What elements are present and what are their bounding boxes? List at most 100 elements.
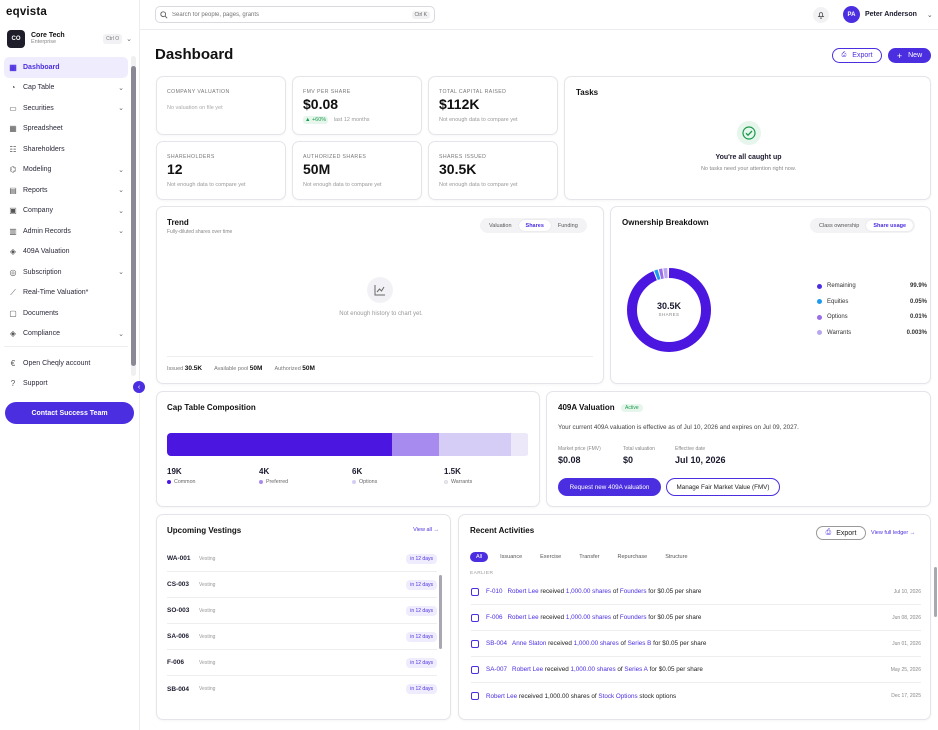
org-switcher[interactable]: CO Core Tech Enterprise Ctrl O ⌄	[4, 28, 136, 50]
user-menu[interactable]: PA Peter Anderson ⌄	[843, 6, 933, 23]
class-link[interactable]: Founders	[619, 588, 647, 595]
shares-link[interactable]: 1,000.00 shares	[570, 666, 616, 673]
sidebar-item-real-time-valuation[interactable]: ⟋ Real-Time Valuation*	[4, 283, 128, 304]
class-link[interactable]: Series B	[627, 640, 652, 647]
table-row[interactable]: F-006 Vesting in 12 days	[167, 650, 437, 676]
sidebar-item-subscription[interactable]: ◎ Subscription ⌄	[4, 262, 128, 283]
tab-valuation[interactable]: Valuation	[489, 222, 512, 229]
filter-repurchase[interactable]: Repurchase	[617, 554, 648, 560]
sidebar-scrollbar[interactable]	[131, 56, 136, 376]
search-input[interactable]	[172, 11, 412, 18]
vesting-id: WA-001	[167, 555, 191, 562]
activities-title: Recent Activities	[470, 526, 535, 535]
sidebar-item-dashboard[interactable]: ▦ Dashboard	[4, 57, 128, 78]
app-logo[interactable]: eqvista	[6, 6, 48, 18]
shares-link[interactable]: 1,000.00 shares	[565, 614, 612, 621]
class-link[interactable]: Series A	[624, 666, 648, 673]
notifications-button[interactable]	[813, 7, 829, 23]
list-item[interactable]: F-010 Robert Lee received 1,000.00 shares…	[471, 579, 921, 605]
sidebar: eqvista CO Core Tech Enterprise Ctrl O ⌄ …	[0, 0, 145, 730]
cap-name: Preferred	[266, 479, 289, 485]
class-link[interactable]: Stock Options	[598, 692, 638, 700]
cap-bar-segment[interactable]	[439, 433, 511, 456]
certificate-link[interactable]: SA-007	[486, 666, 508, 673]
certificate-link[interactable]: F-010	[486, 588, 503, 595]
person-link[interactable]: Robert Lee	[512, 666, 544, 673]
sidebar-item-documents[interactable]: ▢ Documents	[4, 303, 128, 324]
sidebar-item-modeling[interactable]: ⌬ Modeling ⌄	[4, 160, 128, 181]
ledger-entry-icon	[471, 613, 479, 622]
export-button[interactable]: ⎙ Export	[832, 48, 882, 63]
chevron-down-icon: ⌄	[118, 84, 124, 92]
sidebar-item-compliance[interactable]: ◈ Compliance ⌄	[4, 324, 128, 345]
class-link[interactable]: Founders	[619, 614, 647, 621]
kpi-label: Shareholders	[167, 154, 215, 160]
table-row[interactable]: SA-006 Vesting in 12 days	[167, 624, 437, 650]
cap-bar-segment[interactable]	[167, 433, 393, 456]
search-box[interactable]: Ctrl K	[155, 6, 435, 23]
tab-class-ownership[interactable]: Class ownership	[819, 222, 860, 229]
chevron-down-icon: ⌄	[118, 330, 124, 338]
request-409a-button[interactable]: Request new 409A valuation	[558, 478, 661, 496]
filter-all[interactable]: All	[470, 552, 489, 562]
shares-link[interactable]: 1,000.00 shares	[565, 588, 612, 595]
due-badge: in 12 days	[406, 579, 437, 590]
sidebar-item-securities[interactable]: ▭ Securities ⌄	[4, 98, 128, 119]
tab-share-usage[interactable]: Share usage	[866, 220, 914, 231]
activity-of: of	[615, 666, 625, 673]
sidebar-item-cap-table[interactable]: ◔ Cap Table ⌄	[4, 78, 128, 99]
certificate-link[interactable]: SB-004	[486, 640, 508, 647]
filter-structure[interactable]: Structure	[665, 554, 688, 560]
list-item[interactable]: SB-004 Anne Slaton received 1,000.00 shar…	[471, 631, 921, 657]
stat-value: $0.08	[558, 455, 581, 465]
person-link[interactable]: Robert Lee	[486, 692, 518, 700]
sidebar-item-spreadsheet[interactable]: ▦ Spreadsheet	[4, 119, 128, 140]
collapse-sidebar-button[interactable]: ‹	[133, 381, 145, 393]
list-item[interactable]: Robert Lee received 1,000.00 shares of S…	[471, 683, 921, 709]
cap-bar-segment[interactable]	[392, 433, 440, 456]
shares-link[interactable]: 1,000.00 shares	[573, 640, 619, 647]
manage-fmv-button[interactable]: Manage Fair Market Value (FMV)	[666, 478, 780, 496]
filter-issuance[interactable]: Issuance	[500, 554, 523, 560]
sidebar-item-support[interactable]: ? Support	[4, 374, 128, 395]
kpi-delta: ▲ +60%	[303, 116, 329, 124]
table-row[interactable]: WA-001 Vesting in 12 days	[167, 546, 437, 572]
list-item[interactable]: SA-007 Robert Lee received 1,000.00 share…	[471, 657, 921, 683]
sidebar-item-label: Admin Records	[23, 227, 71, 235]
trend-empty: Not enough history to chart yet.	[339, 311, 423, 317]
activities-export-button[interactable]: ⎙ Export	[816, 526, 866, 540]
activity-date: Dec 17, 2025	[891, 693, 921, 699]
sidebar-item-reports[interactable]: ▤ Reports ⌄	[4, 180, 128, 201]
donut-center-label: SHARES	[658, 312, 680, 317]
person-link[interactable]: Robert Lee	[507, 614, 539, 621]
contact-success-team-button[interactable]: Contact Success Team	[5, 402, 134, 424]
legend-value: 0.05%	[909, 298, 927, 305]
user-name: Peter Anderson	[865, 11, 917, 18]
sidebar-item-open-cheqly-account[interactable]: € Open Cheqly account	[4, 353, 128, 374]
vestings-scrollbar[interactable]	[439, 575, 442, 649]
sidebar-item-shareholders[interactable]: ☷ Shareholders	[4, 139, 128, 160]
certificate-link[interactable]: F-006	[486, 614, 503, 621]
cap-bar-segment[interactable]	[510, 433, 529, 456]
filter-exercise[interactable]: Exercise	[540, 554, 562, 560]
legend-dot	[817, 299, 822, 304]
table-row[interactable]: CS-003 Vesting in 12 days	[167, 572, 437, 598]
tab-funding[interactable]: Funding	[557, 222, 578, 229]
sidebar-item-409a-valuation[interactable]: ◈ 409A Valuation	[4, 242, 128, 263]
filter-transfer[interactable]: Transfer	[579, 554, 600, 560]
person-link[interactable]: Robert Lee	[507, 588, 539, 595]
table-row[interactable]: SO-003 Vesting in 12 days	[167, 598, 437, 624]
stat-label: Effective date	[675, 446, 706, 452]
view-all-link[interactable]: View all →	[413, 527, 439, 533]
tab-shares[interactable]: Shares	[518, 220, 551, 231]
new-button[interactable]: + New	[888, 48, 931, 63]
person-link[interactable]: Anne Slaton	[512, 640, 547, 647]
view-full-ledger-link[interactable]: View full ledger →	[871, 530, 916, 536]
list-item[interactable]: F-006 Robert Lee received 1,000.00 shares…	[471, 605, 921, 631]
table-row[interactable]: SB-004 Vesting in 12 days	[167, 676, 437, 702]
scrollbar-thumb[interactable]	[131, 66, 136, 366]
ledger-entry-icon	[471, 639, 479, 648]
sidebar-item-company[interactable]: ▣ Company ⌄	[4, 201, 128, 222]
sidebar-item-admin-records[interactable]: ▥ Admin Records ⌄	[4, 221, 128, 242]
sidebar-item-label: Support	[23, 380, 48, 388]
